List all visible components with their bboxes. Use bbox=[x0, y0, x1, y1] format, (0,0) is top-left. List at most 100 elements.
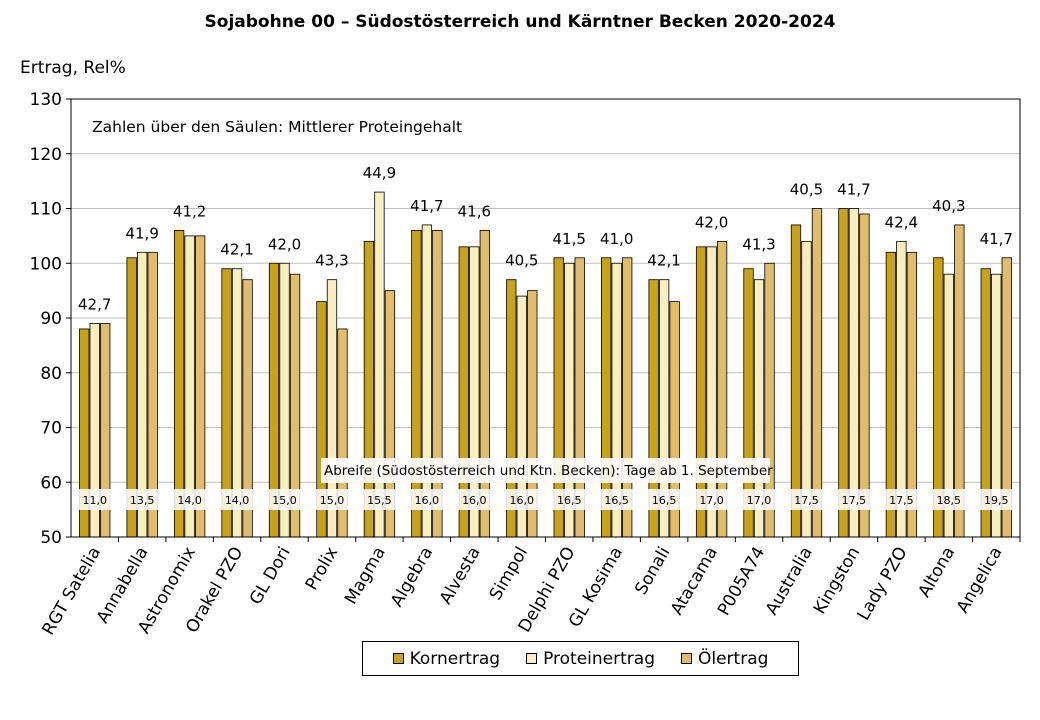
maturity-label-bg bbox=[694, 489, 729, 510]
maturity-label: 15,0 bbox=[320, 494, 345, 507]
bar-kornertrag-kingston bbox=[838, 208, 849, 538]
y-tick-label: 90 bbox=[40, 309, 62, 329]
x-category-label: Algebra bbox=[387, 544, 437, 611]
protein-label: 44,9 bbox=[363, 164, 396, 182]
protein-label: 42,0 bbox=[268, 235, 301, 253]
maturity-label-bg bbox=[931, 489, 966, 510]
maturity-label: 16,0 bbox=[415, 494, 440, 507]
maturity-label-bg bbox=[884, 489, 919, 510]
maturity-label-bg bbox=[836, 489, 871, 510]
protein-label: 40,5 bbox=[790, 181, 823, 199]
protein-label: 41,7 bbox=[837, 181, 870, 199]
maturity-label: 17,5 bbox=[842, 494, 867, 507]
legend-swatch-proteinertrag bbox=[526, 653, 538, 664]
maturity-label: 17,5 bbox=[794, 494, 819, 507]
maturity-label: 13,5 bbox=[130, 494, 155, 507]
plot-border bbox=[70, 98, 1021, 538]
maturity-label: 14,0 bbox=[177, 494, 202, 507]
maturity-label: 17,5 bbox=[889, 494, 914, 507]
x-category-label: Angelica bbox=[953, 544, 1007, 617]
legend-label-oelertrag: Ölertrag bbox=[697, 648, 769, 669]
maturity-label: 16,5 bbox=[557, 494, 582, 507]
maturity-label: 11,0 bbox=[82, 494, 107, 507]
protein-label: 43,3 bbox=[315, 252, 348, 270]
maturity-label: 16,0 bbox=[510, 494, 535, 507]
y-tick-label: 50 bbox=[40, 528, 62, 548]
maturity-label: 15,0 bbox=[272, 494, 297, 507]
protein-label: 41,7 bbox=[410, 197, 443, 215]
legend-swatch-oelertrag bbox=[680, 653, 692, 664]
protein-label: 41,7 bbox=[980, 230, 1013, 248]
maturity-label-bg bbox=[172, 489, 207, 510]
y-tick-label: 70 bbox=[40, 419, 62, 439]
maturity-label-bg bbox=[125, 489, 160, 510]
x-category-label: Sonali bbox=[631, 544, 674, 599]
x-category-label: Altona bbox=[915, 544, 960, 601]
protein-label: 42,4 bbox=[885, 213, 918, 231]
protein-label: 41,3 bbox=[742, 235, 775, 253]
annotation-protein-note: Zahlen über den Säulen: Mittlerer Protei… bbox=[92, 118, 462, 136]
y-tick-label: 60 bbox=[40, 473, 62, 493]
maturity-label-bg bbox=[789, 489, 824, 510]
y-tick-label: 120 bbox=[30, 145, 62, 165]
x-category-label: Prolix bbox=[302, 544, 343, 594]
bar-proteinertrag-magma bbox=[374, 191, 385, 538]
legend-item-oelertrag: Ölertrag bbox=[680, 648, 769, 669]
bar-lertrag-australia bbox=[811, 208, 823, 538]
maturity-label-bg bbox=[457, 489, 492, 510]
chart-title: Sojabohne 00 – Südostösterreich und Kärn… bbox=[204, 12, 836, 32]
protein-label: 42,1 bbox=[220, 241, 253, 259]
maturity-label-bg bbox=[742, 489, 777, 510]
maturity-label-bg bbox=[647, 489, 682, 510]
maturity-label: 17,0 bbox=[747, 494, 772, 507]
annotation-maturity-bg bbox=[321, 458, 770, 483]
x-category-label: RGT Satelia bbox=[39, 544, 106, 639]
legend-label-proteinertrag: Proteinertrag bbox=[543, 648, 655, 669]
maturity-label: 16,5 bbox=[604, 494, 629, 507]
x-category-label: Simpol bbox=[486, 544, 532, 604]
annotation-maturity-note: Abreife (Südostösterreich und Ktn. Becke… bbox=[324, 463, 773, 479]
legend: Kornertrag Proteinertrag Ölertrag bbox=[362, 641, 799, 676]
bar-lertrag-kingston bbox=[859, 213, 870, 538]
legend-label-kornertrag: Kornertrag bbox=[409, 648, 501, 669]
maturity-label-bg bbox=[77, 489, 112, 510]
y-tick-label: 100 bbox=[30, 254, 62, 274]
maturity-label-bg bbox=[599, 489, 634, 510]
maturity-label-bg bbox=[220, 489, 255, 510]
x-category-label: Australia bbox=[762, 544, 817, 619]
protein-label: 41,2 bbox=[173, 202, 206, 220]
x-category-label: Atacama bbox=[667, 544, 722, 619]
protein-label: 41,6 bbox=[458, 202, 491, 220]
x-category-label: P005A74 bbox=[714, 544, 769, 620]
protein-label: 40,5 bbox=[505, 252, 538, 270]
protein-label: 42,0 bbox=[695, 213, 728, 231]
maturity-label: 18,5 bbox=[937, 494, 962, 507]
bar-proteinertrag-kingston bbox=[848, 208, 860, 538]
protein-label: 41,0 bbox=[600, 230, 633, 248]
y-tick-label: 130 bbox=[30, 90, 62, 110]
maturity-label: 17,0 bbox=[699, 494, 724, 507]
maturity-label-bg bbox=[314, 489, 349, 510]
legend-item-kornertrag: Kornertrag bbox=[392, 648, 501, 669]
maturity-label: 16,0 bbox=[462, 494, 487, 507]
x-category-label: GL Dori bbox=[246, 544, 295, 609]
maturity-label-bg bbox=[504, 489, 539, 510]
maturity-label: 19,5 bbox=[984, 494, 1009, 507]
x-category-label: Alvesta bbox=[436, 544, 485, 608]
y-tick-label: 80 bbox=[40, 364, 62, 384]
maturity-label: 14,0 bbox=[225, 494, 250, 507]
y-axis-title: Ertrag, Rel% bbox=[20, 58, 126, 78]
protein-label: 42,1 bbox=[647, 252, 680, 270]
protein-label: 41,5 bbox=[553, 230, 586, 248]
maturity-label-bg bbox=[409, 489, 444, 510]
protein-label: 42,7 bbox=[78, 295, 111, 313]
protein-label: 40,3 bbox=[932, 197, 965, 215]
maturity-label-bg bbox=[552, 489, 587, 510]
y-tick-label: 110 bbox=[30, 200, 62, 220]
maturity-label-bg bbox=[979, 489, 1014, 510]
maturity-label-bg bbox=[267, 489, 302, 510]
protein-label: 41,9 bbox=[125, 224, 158, 242]
legend-swatch-kornertrag bbox=[392, 653, 404, 664]
maturity-label: 15,5 bbox=[367, 494, 392, 507]
